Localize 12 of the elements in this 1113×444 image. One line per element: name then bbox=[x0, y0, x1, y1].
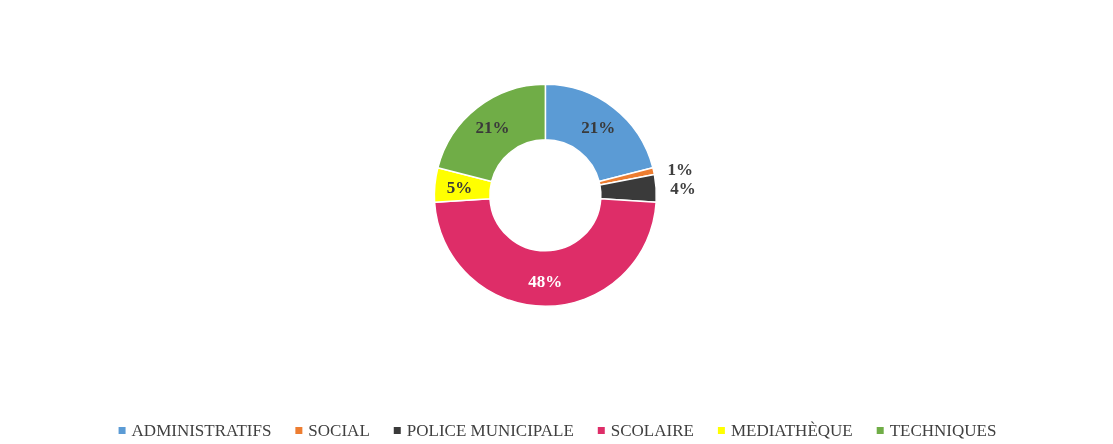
data-label: 1% bbox=[667, 159, 693, 179]
legend-label: SCOLAIRE bbox=[610, 421, 694, 440]
legend-label: MEDIATHÈQUE bbox=[730, 421, 853, 440]
legend-label: ADMINISTRATIFS bbox=[131, 421, 272, 440]
data-label: 21% bbox=[581, 117, 616, 137]
data-label: 48% bbox=[528, 272, 563, 292]
legend-label: SOCIAL bbox=[308, 421, 370, 440]
data-label: 5% bbox=[446, 177, 473, 197]
legend-label: POLICE MUNICIPALE bbox=[406, 421, 574, 440]
data-label: 21% bbox=[475, 117, 510, 137]
data-label: 4% bbox=[670, 178, 696, 198]
legend-label: TECHNIQUES bbox=[889, 421, 997, 440]
